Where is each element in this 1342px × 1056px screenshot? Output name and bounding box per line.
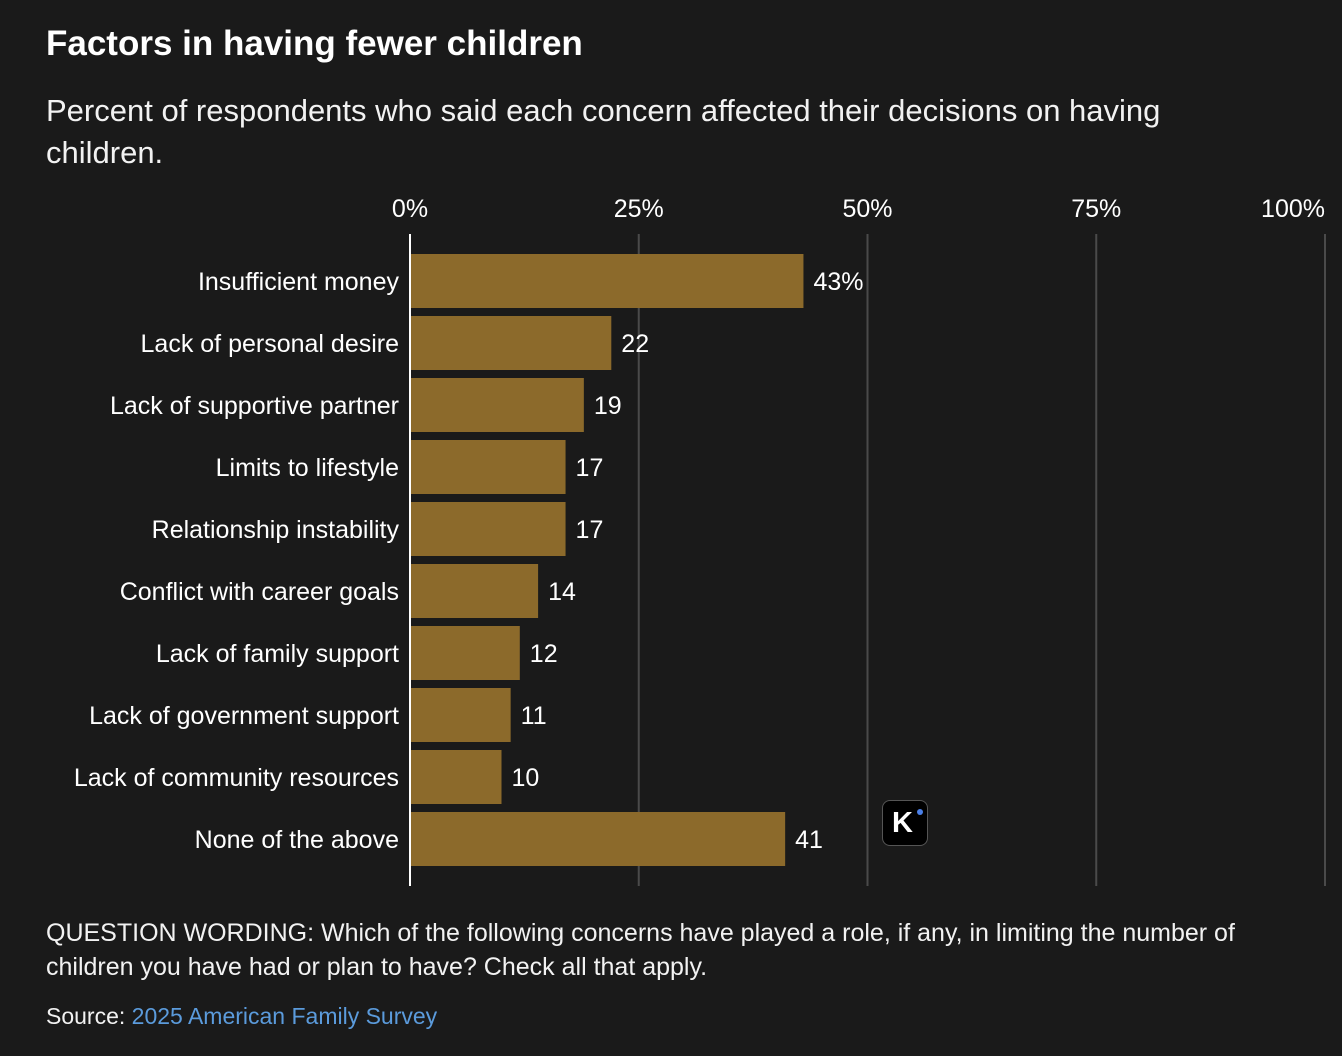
source-label: Source:	[46, 1003, 126, 1029]
bar	[410, 750, 502, 804]
value-label: 17	[576, 516, 604, 544]
value-label: 41	[795, 826, 823, 854]
x-tick-label: 25%	[614, 195, 664, 223]
value-label: 10	[512, 764, 540, 792]
x-tick-label: 75%	[1071, 195, 1121, 223]
bar	[410, 502, 566, 556]
bar	[410, 688, 511, 742]
value-label: 43%	[813, 268, 863, 296]
bar	[410, 812, 786, 866]
category-label: Conflict with career goals	[120, 578, 399, 606]
bar	[410, 564, 539, 618]
category-label: Lack of community resources	[74, 764, 399, 792]
category-label: Lack of personal desire	[141, 330, 399, 358]
category-label: None of the above	[195, 826, 399, 854]
category-label: Insufficient money	[198, 268, 400, 296]
category-label: Lack of family support	[156, 640, 399, 668]
value-label: 11	[521, 702, 547, 730]
category-label: Limits to lifestyle	[216, 454, 399, 482]
category-label: Lack of government support	[89, 702, 399, 730]
category-label: Relationship instability	[152, 516, 400, 544]
value-label: 12	[530, 640, 558, 668]
question-wording: QUESTION WORDING: Which of the following…	[46, 919, 1235, 981]
x-tick-label: 0%	[392, 195, 428, 223]
value-label: 22	[621, 330, 649, 358]
k-logo-letter: K	[892, 807, 913, 839]
value-label: 19	[594, 392, 622, 420]
bar	[410, 378, 584, 432]
source-line: Source: 2025 American Family Survey	[46, 1003, 437, 1030]
source-link[interactable]: 2025 American Family Survey	[131, 1003, 438, 1029]
chart-subtitle: Percent of respondents who said each con…	[46, 93, 1161, 170]
category-label: Lack of supportive partner	[110, 392, 399, 420]
x-tick-label: 50%	[842, 195, 892, 223]
chart-title: Factors in having fewer children	[46, 24, 583, 63]
bar	[410, 254, 804, 308]
bar	[410, 626, 520, 680]
value-label: 14	[548, 578, 576, 606]
bar	[410, 440, 566, 494]
bar	[410, 316, 612, 370]
k-logo-dot	[917, 809, 923, 815]
k-logo-icon[interactable]: K	[882, 800, 928, 846]
x-tick-label: 100%	[1261, 195, 1325, 223]
value-label: 17	[576, 454, 604, 482]
